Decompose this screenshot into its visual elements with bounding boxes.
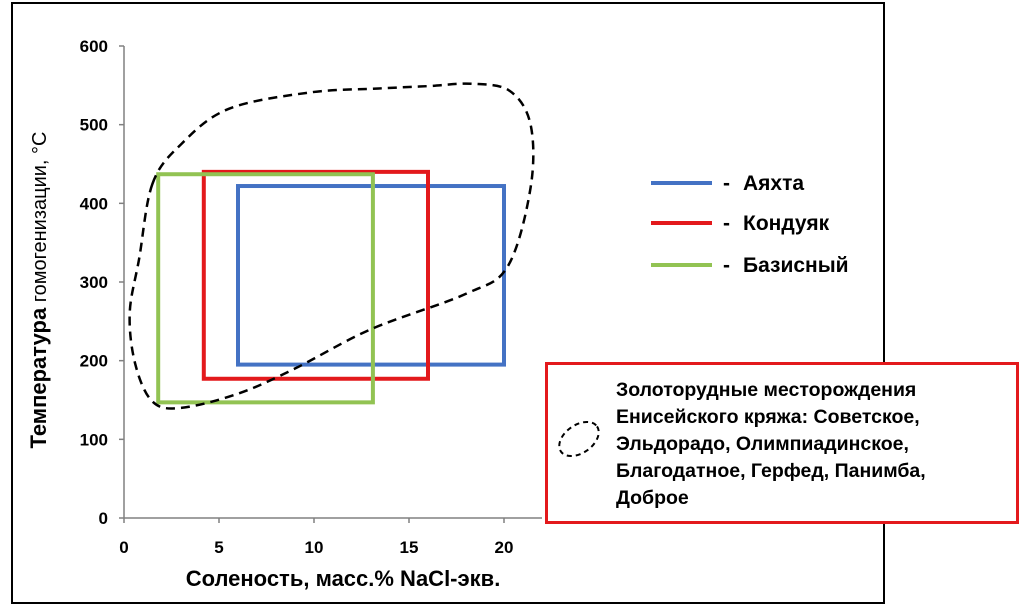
note-line: Благодатное, Герфед, Панимба, <box>616 460 926 482</box>
x-axis-title: Соленость, масс.% NaCl-экв. <box>186 566 501 591</box>
x-tick-label: 0 <box>119 538 128 557</box>
x-tick-label: 5 <box>214 538 223 557</box>
legend-label-bazisny: Базисный <box>743 254 849 277</box>
deposits-note-text: Золоторудные месторождения Енисейского к… <box>616 377 1016 512</box>
y-tick-label: 500 <box>80 116 108 135</box>
dashed-ellipse-icon <box>558 420 600 458</box>
bazisny-range-rect <box>156 172 375 405</box>
y-axis-title-sub: гомогенизации, <box>29 154 51 308</box>
y-axis-title-main: Температура <box>26 307 51 448</box>
konduyak-range-rect <box>201 169 430 381</box>
legend-label-ayakhta: Аяхта <box>743 172 804 195</box>
y-tick-label: 200 <box>80 352 108 371</box>
x-tick-label: 20 <box>495 538 514 557</box>
note-line: Золоторудные месторождения <box>616 379 917 401</box>
note-line: Доброе <box>616 487 689 509</box>
note-line: Эльдорадо, Олимпиадинское, <box>616 433 909 455</box>
legend-label-konduyak: Кондуяк <box>743 212 830 235</box>
note-line: Енисейского кряжа: Советское, <box>616 406 920 428</box>
deposits-field-outline <box>128 82 535 410</box>
legend-dash-ayakhta: - <box>723 172 730 195</box>
y-axis-title-unit: °С <box>29 132 51 154</box>
legend: - Аяхта - Кондуяк - Базисный <box>651 172 849 277</box>
chart-frame <box>11 2 885 604</box>
y-tick-label: 100 <box>80 430 108 449</box>
legend-dash-bazisny: - <box>723 254 730 277</box>
deposits-note-box: Золоторудные месторождения Енисейского к… <box>545 362 1019 524</box>
y-tick-label: 400 <box>80 194 108 213</box>
y-tick-label: 0 <box>99 509 108 528</box>
x-tick-label: 10 <box>305 538 324 557</box>
legend-dash-konduyak: - <box>723 212 730 235</box>
y-tick-label: 300 <box>80 273 108 292</box>
axes <box>123 46 542 519</box>
y-tick-label: 600 <box>80 37 108 56</box>
y-axis-title: Температура гомогенизации, °С <box>26 132 51 449</box>
x-tick-label: 15 <box>400 538 419 557</box>
